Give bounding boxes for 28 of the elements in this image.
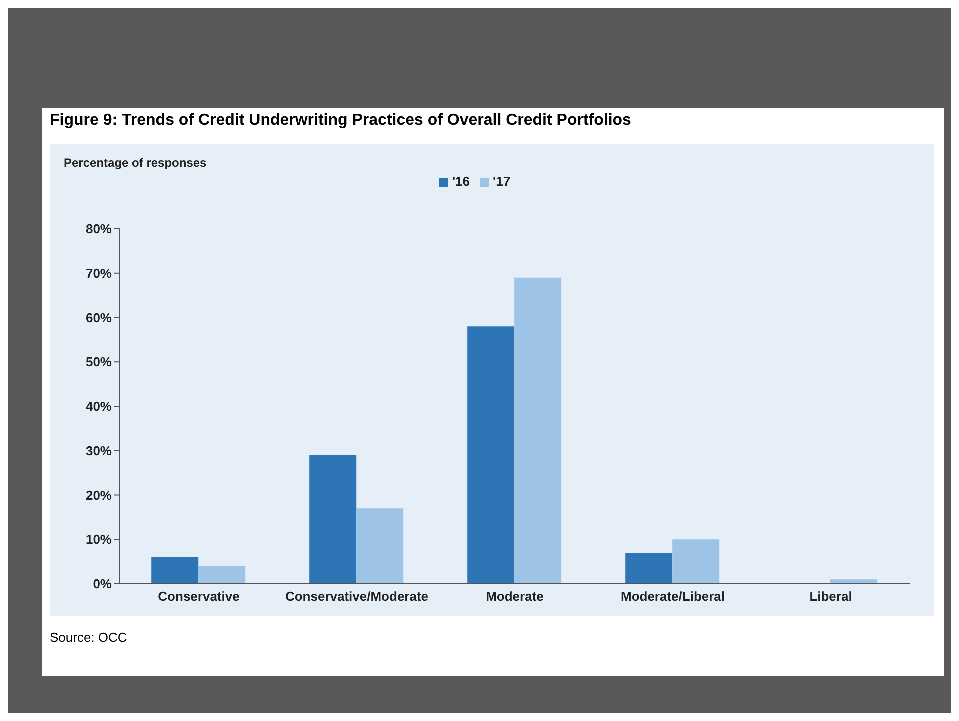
legend-label: '16 <box>452 174 470 189</box>
y-tick-label: 40% <box>86 399 112 414</box>
y-axis-title: Percentage of responses <box>64 156 207 170</box>
y-tick-label: 80% <box>86 222 112 237</box>
bar <box>672 540 720 584</box>
x-tick-label: Moderate/Liberal <box>620 589 726 604</box>
bar <box>830 580 878 584</box>
x-tick-label: Conservative/Moderate <box>285 589 429 604</box>
legend-label: '17 <box>493 174 511 189</box>
y-tick-label: 20% <box>86 488 112 503</box>
bar <box>152 557 199 584</box>
y-tick-label: 70% <box>86 266 112 281</box>
chart-title: Figure 9: Trends of Credit Underwriting Practices of Overall Credit Portfolios <box>49 111 632 131</box>
bar <box>310 455 357 584</box>
x-tick-label: Moderate <box>486 589 544 604</box>
bar <box>356 508 404 584</box>
y-tick-label: 50% <box>86 354 112 370</box>
x-tick-label: Conservative <box>158 589 240 604</box>
y-tick-label: 0% <box>93 576 112 592</box>
bar <box>626 552 673 584</box>
y-tick-label: 30% <box>86 443 112 458</box>
y-tick-label: 60% <box>86 310 112 326</box>
bar <box>468 326 515 584</box>
x-tick-label: Liberal <box>810 589 852 604</box>
y-tick-label: 10% <box>86 532 112 548</box>
source-note: Source: OCC <box>50 630 128 645</box>
bar <box>198 566 246 584</box>
bar <box>514 278 562 584</box>
